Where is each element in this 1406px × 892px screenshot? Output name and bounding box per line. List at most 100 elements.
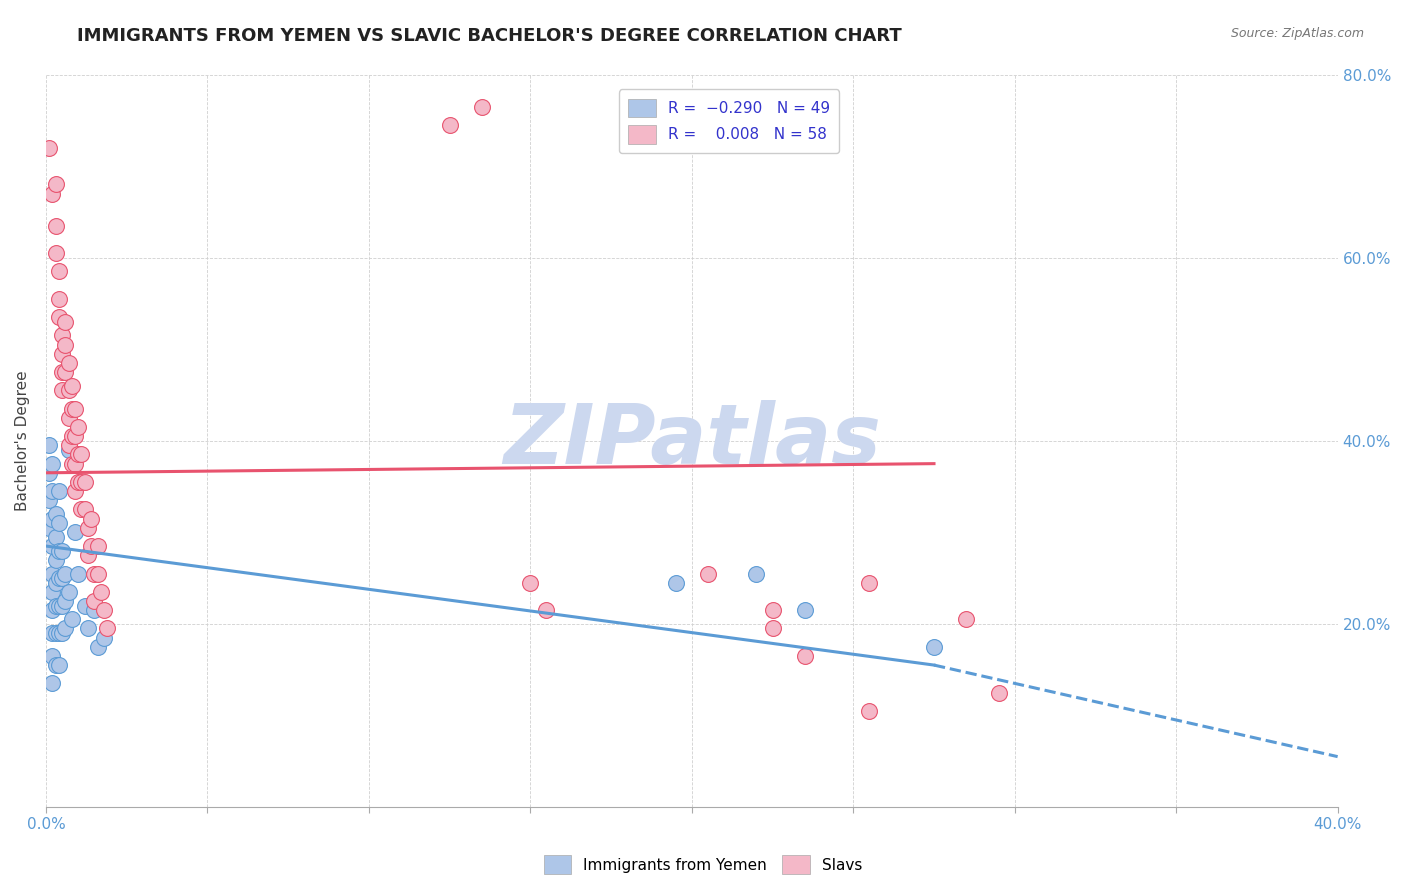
Point [38, 466, 60, 480]
Point [48, 310, 70, 325]
Point [77, 548, 100, 562]
Point [48, 264, 70, 278]
Point [48, 543, 70, 558]
Point [60, 429, 83, 443]
Point [70, 475, 93, 489]
Point [70, 448, 93, 462]
Point [38, 438, 60, 452]
Point [80, 511, 103, 525]
Point [60, 401, 83, 416]
Point [793, 603, 815, 617]
Point [53, 622, 76, 636]
Point [48, 626, 70, 640]
Point [471, 99, 494, 113]
Point [86, 640, 108, 654]
Point [51, 626, 73, 640]
Point [45, 246, 67, 260]
Point [67, 475, 90, 489]
Point [67, 448, 90, 462]
Point [58, 442, 80, 457]
Point [38, 493, 60, 508]
Point [73, 475, 96, 489]
Point [45, 178, 67, 192]
Point [536, 603, 558, 617]
Point [77, 622, 100, 636]
Point [41, 457, 63, 471]
Point [51, 543, 73, 558]
Point [60, 457, 83, 471]
Point [67, 566, 90, 581]
Point [51, 571, 73, 585]
Legend: Immigrants from Yemen, Slavs: Immigrants from Yemen, Slavs [537, 849, 869, 880]
Point [48, 599, 70, 613]
Point [745, 566, 768, 581]
Point [761, 622, 783, 636]
Point [53, 566, 76, 581]
Point [41, 648, 63, 663]
Point [86, 566, 108, 581]
Point [45, 553, 67, 567]
Point [53, 594, 76, 608]
Text: IMMIGRANTS FROM YEMEN VS SLAVIC BACHELOR'S DEGREE CORRELATION CHART: IMMIGRANTS FROM YEMEN VS SLAVIC BACHELOR… [77, 27, 903, 45]
Point [519, 575, 541, 590]
Point [58, 584, 80, 599]
Point [955, 612, 977, 626]
Point [987, 685, 1010, 699]
Point [48, 292, 70, 306]
Point [63, 484, 86, 499]
Point [41, 584, 63, 599]
Point [67, 420, 90, 434]
Point [48, 484, 70, 499]
Point [86, 539, 108, 553]
Point [77, 521, 100, 535]
Point [93, 631, 115, 645]
Point [41, 539, 63, 553]
Point [73, 599, 96, 613]
Point [60, 379, 83, 393]
Point [51, 328, 73, 343]
Point [63, 401, 86, 416]
Point [45, 219, 67, 233]
Point [51, 365, 73, 379]
Point [53, 337, 76, 351]
Point [48, 516, 70, 530]
Point [60, 612, 83, 626]
Point [439, 118, 461, 132]
Point [83, 566, 105, 581]
Text: Source: ZipAtlas.com: Source: ZipAtlas.com [1230, 27, 1364, 40]
Point [63, 525, 86, 540]
Point [697, 566, 720, 581]
Point [761, 603, 783, 617]
Point [53, 315, 76, 329]
Point [93, 603, 115, 617]
Point [45, 507, 67, 521]
Point [665, 575, 688, 590]
Point [41, 511, 63, 525]
Point [858, 704, 880, 718]
Point [63, 457, 86, 471]
Point [41, 186, 63, 201]
Point [83, 603, 105, 617]
Point [48, 658, 70, 673]
Point [48, 571, 70, 585]
Point [45, 626, 67, 640]
Point [45, 530, 67, 544]
Point [73, 502, 96, 516]
Point [45, 575, 67, 590]
Point [858, 575, 880, 590]
Point [80, 539, 103, 553]
Point [41, 676, 63, 690]
Point [45, 599, 67, 613]
Point [96, 622, 118, 636]
Point [38, 141, 60, 155]
Point [51, 347, 73, 361]
Point [51, 599, 73, 613]
Point [53, 365, 76, 379]
Point [793, 648, 815, 663]
Point [41, 484, 63, 499]
Point [63, 429, 86, 443]
Point [83, 594, 105, 608]
Point [58, 410, 80, 425]
Point [58, 356, 80, 370]
Point [38, 521, 60, 535]
